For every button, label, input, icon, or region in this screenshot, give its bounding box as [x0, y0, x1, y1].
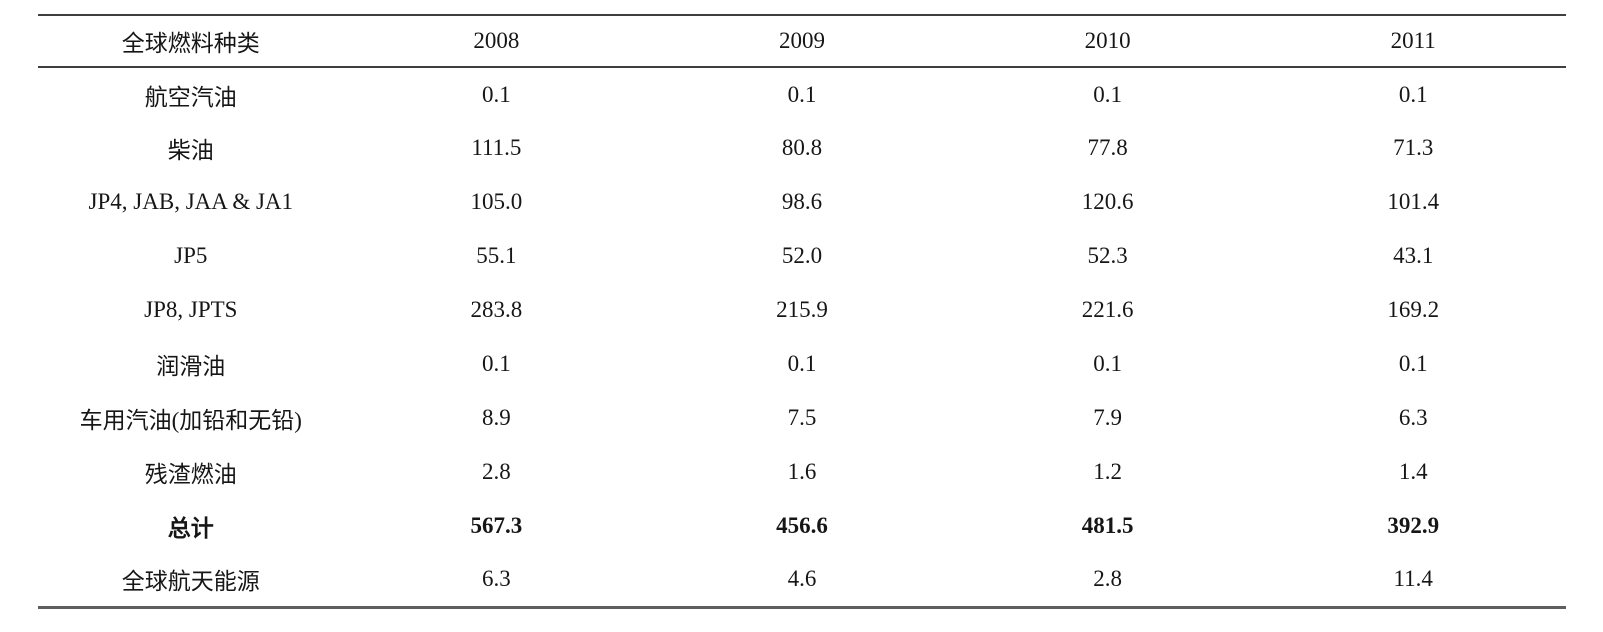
value-cell: 6.3 [1398, 405, 1428, 430]
table-row: 柴油 111.5 80.8 77.8 71.3 [38, 121, 1566, 175]
value-cell: 0.1 [787, 351, 817, 376]
fuel-type-cell: 航空汽油 [144, 84, 237, 110]
value-cell: 0.1 [1398, 351, 1428, 376]
fuel-type-cell: 总计 [167, 516, 214, 541]
table-row: 航空汽油 0.1 0.1 0.1 0.1 [38, 67, 1566, 121]
fuel-type-cell: 车用汽油(加铅和无铅) [79, 408, 302, 433]
value-cell: 1.4 [1398, 459, 1428, 484]
value-cell: 1.2 [1093, 459, 1122, 484]
value-cell: 105.0 [470, 189, 523, 214]
value-cell: 7.9 [1093, 405, 1122, 430]
value-cell: 52.0 [781, 243, 823, 268]
value-cell: 7.5 [787, 405, 817, 430]
table-row: JP5 55.1 52.0 52.3 43.1 [38, 229, 1566, 283]
value-cell: 283.8 [470, 297, 523, 322]
table-row: 润滑油 0.1 0.1 0.1 0.1 [38, 337, 1566, 391]
value-cell: 0.1 [1398, 81, 1428, 107]
value-cell: 77.8 [1087, 135, 1128, 160]
value-cell: 71.3 [1393, 135, 1434, 160]
value-cell: 456.6 [776, 513, 828, 538]
value-cell: 98.6 [781, 189, 823, 214]
fuel-type-cell: JP5 [174, 243, 208, 268]
fuel-type-cell: JP8, JPTS [144, 297, 238, 322]
value-cell: 169.2 [1387, 297, 1440, 322]
value-cell: 2.8 [1093, 566, 1122, 592]
value-cell: 80.8 [781, 135, 823, 160]
value-cell: 111.5 [471, 135, 522, 160]
table-body: 航空汽油 0.1 0.1 0.1 0.1 柴油 111.5 80.8 77.8 71.3 JP4, … [38, 67, 1566, 607]
value-cell: 4.6 [787, 566, 817, 592]
value-cell: 567.3 [470, 513, 523, 538]
fuel-type-cell: JP4, JAB, JAA & JA1 [88, 189, 294, 214]
fuel-type-cell: 润滑油 [156, 354, 226, 379]
column-header-2010: 2010 [1084, 28, 1131, 53]
value-cell: 0.1 [1093, 81, 1122, 107]
column-header-2009: 2009 [778, 28, 825, 53]
value-cell: 215.9 [776, 297, 828, 322]
column-header-2008: 2008 [473, 28, 520, 53]
value-cell: 52.3 [1087, 243, 1128, 268]
table-header: 全球燃料种类 2008 2009 2010 2011 [38, 15, 1566, 67]
fuel-type-cell: 柴油 [167, 138, 214, 163]
value-cell: 392.9 [1387, 513, 1440, 538]
fuel-consumption-table: 全球燃料种类 2008 2009 2010 2011 航空汽油 0.1 0.1 0.1… [38, 14, 1566, 609]
value-cell: 120.6 [1081, 189, 1134, 214]
value-cell: 2.8 [482, 459, 511, 484]
value-cell: 221.6 [1081, 297, 1134, 322]
value-cell: 11.4 [1393, 566, 1433, 592]
value-cell: 0.1 [787, 81, 817, 107]
header-row: 全球燃料种类 2008 2009 2010 2011 [38, 15, 1566, 67]
value-cell: 0.1 [482, 351, 511, 376]
value-cell: 0.1 [482, 81, 511, 107]
column-header-fuel-type: 全球燃料种类 [121, 31, 260, 56]
value-cell: 0.1 [1093, 351, 1122, 376]
table-row: 总计 567.3 456.6 481.5 392.9 [38, 499, 1566, 553]
table-row: JP4, JAB, JAA & JA1 105.0 98.6 120.6 101.4 [38, 175, 1566, 229]
table-row: 车用汽油(加铅和无铅) 8.9 7.5 7.9 6.3 [38, 391, 1566, 445]
value-cell: 101.4 [1387, 189, 1440, 214]
value-cell: 1.6 [787, 459, 817, 484]
fuel-type-cell: 残渣燃油 [144, 462, 237, 487]
table-row: 全球航天能源 6.3 4.6 2.8 11.4 [38, 553, 1566, 607]
value-cell: 43.1 [1393, 243, 1434, 268]
value-cell: 6.3 [482, 566, 511, 592]
fuel-consumption-table-container: 全球燃料种类 2008 2009 2010 2011 航空汽油 0.1 0.1 0.1… [38, 14, 1566, 609]
table-row: JP8, JPTS 283.8 215.9 221.6 169.2 [38, 283, 1566, 337]
fuel-type-cell: 全球航天能源 [121, 569, 260, 595]
column-header-2011: 2011 [1390, 28, 1436, 53]
value-cell: 8.9 [482, 405, 511, 430]
table-row: 残渣燃油 2.8 1.6 1.2 1.4 [38, 445, 1566, 499]
value-cell: 55.1 [476, 243, 517, 268]
value-cell: 481.5 [1081, 513, 1134, 538]
